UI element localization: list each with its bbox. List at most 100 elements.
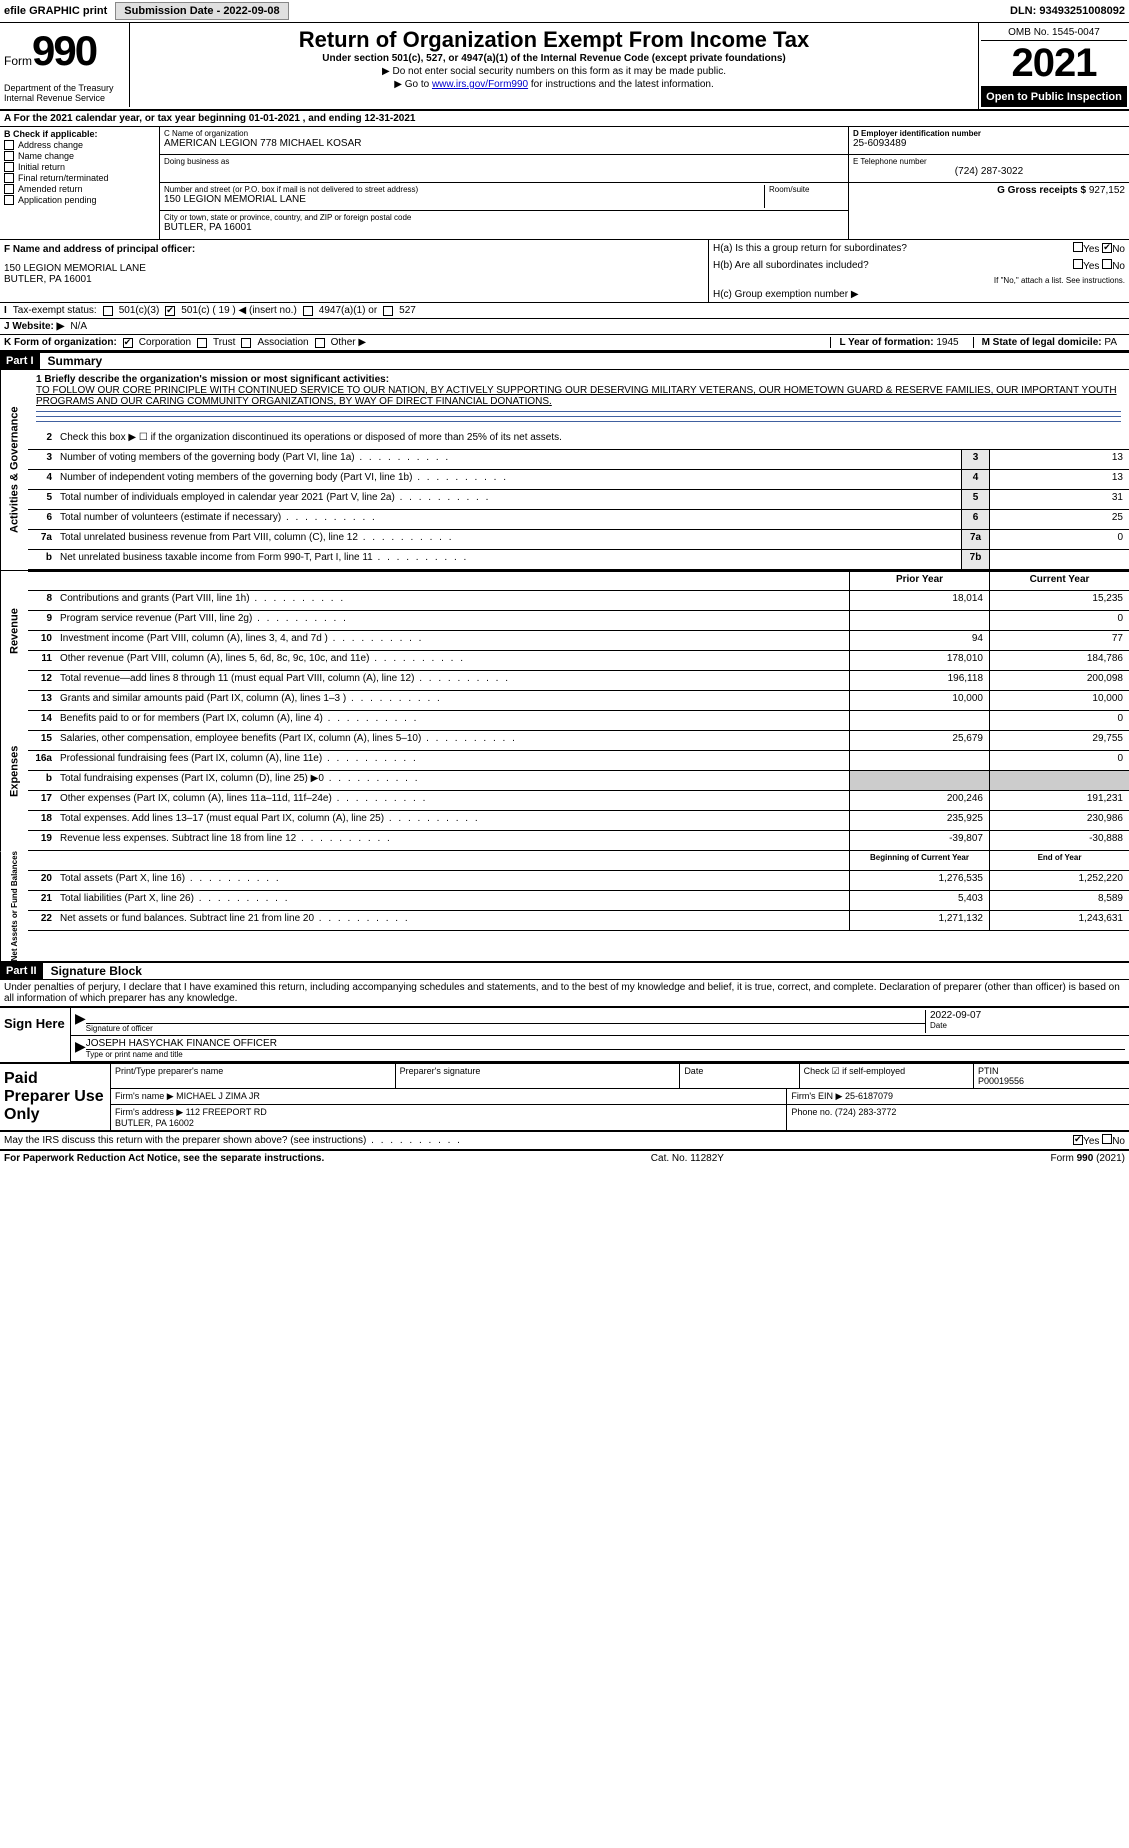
line-val xyxy=(989,550,1129,569)
tel-lbl: E Telephone number xyxy=(853,157,1125,166)
preparer-block: Paid Preparer Use Only Print/Type prepar… xyxy=(0,1062,1129,1132)
hb-no-cb[interactable] xyxy=(1102,259,1112,269)
arrow-icon: ▶ xyxy=(75,1010,86,1033)
prep-name-lbl: Print/Type preparer's name xyxy=(115,1066,391,1076)
addr-val: 150 LEGION MEMORIAL LANE xyxy=(164,194,764,205)
line-box: 3 xyxy=(961,450,989,469)
ha-no-cb[interactable] xyxy=(1102,243,1112,253)
prior-val: 178,010 xyxy=(849,651,989,670)
current-val: 29,755 xyxy=(989,731,1129,750)
prior-val: 25,679 xyxy=(849,731,989,750)
prior-val xyxy=(849,611,989,630)
line-val: 13 xyxy=(989,450,1129,469)
opt-initial: Initial return xyxy=(18,162,65,172)
line-val: 13 xyxy=(989,470,1129,489)
gross-val: 927,152 xyxy=(1089,185,1125,196)
current-val: 1,243,631 xyxy=(989,911,1129,930)
cb-name-change[interactable] xyxy=(4,151,14,161)
part1-badge: Part I xyxy=(0,353,40,369)
current-val: 77 xyxy=(989,631,1129,650)
line2-desc: Check this box ▶ ☐ if the organization d… xyxy=(56,430,1129,449)
cb-amended[interactable] xyxy=(4,184,14,194)
line-num: 21 xyxy=(28,891,56,910)
net-current-hdr: End of Year xyxy=(989,851,1129,870)
line-num: 12 xyxy=(28,671,56,690)
firm-ein-lbl: Firm's EIN ▶ xyxy=(791,1091,842,1101)
m-lbl: M State of legal domicile: xyxy=(982,337,1102,348)
ha-yes: Yes xyxy=(1083,244,1099,255)
discuss-yes-cb[interactable] xyxy=(1073,1135,1083,1145)
line-num: b xyxy=(28,771,56,790)
prep-check-lbl: Check ☑ if self-employed xyxy=(804,1066,969,1077)
cb-other[interactable] xyxy=(315,338,325,348)
discuss-no-cb[interactable] xyxy=(1102,1134,1112,1144)
cb-501c3[interactable] xyxy=(103,306,113,316)
sig-name-lbl: Type or print name and title xyxy=(86,1050,1125,1059)
gross-box: G Gross receipts $ 927,152 xyxy=(849,183,1129,211)
footer: For Paperwork Reduction Act Notice, see … xyxy=(0,1151,1129,1166)
i-letter: I xyxy=(4,305,7,316)
prior-val: 1,271,132 xyxy=(849,911,989,930)
hb-no: No xyxy=(1112,261,1125,272)
hb-lbl: H(b) Are all subordinates included? xyxy=(713,260,869,271)
ha-yes-cb[interactable] xyxy=(1073,242,1083,252)
summary-expenses: Expenses 13 Grants and similar amounts p… xyxy=(0,691,1129,851)
net-prior-hdr: Beginning of Current Year xyxy=(849,851,989,870)
current-val: 184,786 xyxy=(989,651,1129,670)
l-val: 1945 xyxy=(936,337,958,348)
line-num: 5 xyxy=(28,490,56,509)
line-val: 0 xyxy=(989,530,1129,549)
form-id: Form990 xyxy=(0,23,130,79)
line-num: 14 xyxy=(28,711,56,730)
hb-yes: Yes xyxy=(1083,261,1099,272)
line-desc: Number of independent voting members of … xyxy=(56,470,961,489)
part2-header: Part II Signature Block xyxy=(0,962,1129,980)
ptin-lbl: PTIN xyxy=(978,1066,1125,1076)
prior-val: -39,807 xyxy=(849,831,989,850)
opt-other: Other ▶ xyxy=(331,337,366,348)
discuss-no: No xyxy=(1112,1136,1125,1147)
current-val: 15,235 xyxy=(989,591,1129,610)
submission-date-button[interactable]: Submission Date - 2022-09-08 xyxy=(115,2,288,20)
cb-501c[interactable] xyxy=(165,306,175,316)
cb-4947[interactable] xyxy=(303,306,313,316)
m-val: PA xyxy=(1104,337,1117,348)
current-val: 230,986 xyxy=(989,811,1129,830)
efile-label: efile GRAPHIC print xyxy=(4,5,107,17)
line2-num: 2 xyxy=(28,430,56,449)
discuss-q: May the IRS discuss this return with the… xyxy=(4,1135,462,1146)
current-val: -30,888 xyxy=(989,831,1129,850)
cb-trust[interactable] xyxy=(197,338,207,348)
ein-box: D Employer identification number 25-6093… xyxy=(849,127,1129,155)
sign-here-label: Sign Here xyxy=(0,1008,70,1062)
line-num: 16a xyxy=(28,751,56,770)
line-desc: Total assets (Part X, line 16) xyxy=(56,871,849,890)
cb-initial-return[interactable] xyxy=(4,162,14,172)
opt-address: Address change xyxy=(18,140,83,150)
cb-corp[interactable] xyxy=(123,338,133,348)
prep-sig-lbl: Preparer's signature xyxy=(400,1066,676,1076)
irs-link[interactable]: www.irs.gov/Form990 xyxy=(432,79,528,90)
cb-address-change[interactable] xyxy=(4,140,14,150)
line-num: 9 xyxy=(28,611,56,630)
line-desc: Benefits paid to or for members (Part IX… xyxy=(56,711,849,730)
section-j: J Website: ▶ N/A xyxy=(0,319,1129,335)
part1-title: Summary xyxy=(40,354,103,368)
col-d: D Employer identification number 25-6093… xyxy=(849,127,1129,239)
form-subtitle: Under section 501(c), 527, or 4947(a)(1)… xyxy=(138,53,970,64)
line1-lbl: 1 Briefly describe the organization's mi… xyxy=(36,374,1121,385)
tab-revenue: Revenue xyxy=(0,571,28,691)
cb-assoc[interactable] xyxy=(241,338,251,348)
cb-final-return[interactable] xyxy=(4,173,14,183)
line-num: 8 xyxy=(28,591,56,610)
cb-527[interactable] xyxy=(383,306,393,316)
note-post: for instructions and the latest informat… xyxy=(528,79,714,90)
hb-yes-cb[interactable] xyxy=(1073,259,1083,269)
form-number: 990 xyxy=(32,27,96,74)
sig-officer-lbl: Signature of officer xyxy=(86,1024,925,1033)
cb-pending[interactable] xyxy=(4,195,14,205)
period-row: A For the 2021 calendar year, or tax yea… xyxy=(0,111,1129,127)
col-c: C Name of organization AMERICAN LEGION 7… xyxy=(160,127,849,239)
prior-val xyxy=(849,711,989,730)
line-num: b xyxy=(28,550,56,569)
